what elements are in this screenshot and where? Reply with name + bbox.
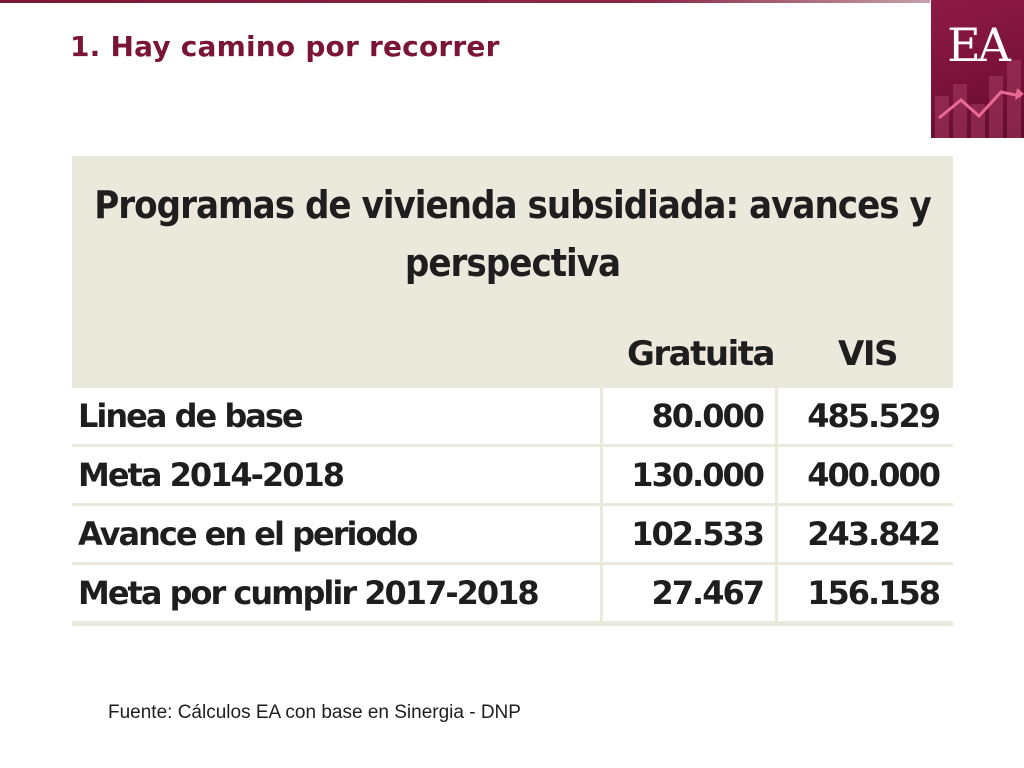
row-label: Meta 2014-2018 <box>72 447 600 503</box>
vis-value: 485.529 <box>778 388 953 444</box>
top-accent-rule <box>0 0 930 3</box>
table-row: Meta 2014-2018 130.000 400.000 <box>72 447 953 503</box>
gratuita-value: 80.000 <box>603 388 775 444</box>
table-row: Linea de base 80.000 485.529 <box>72 388 953 444</box>
gratuita-value: 102.533 <box>603 506 775 562</box>
vis-value: 156.158 <box>778 565 953 621</box>
rising-trend-line-icon <box>935 60 1024 138</box>
table-title: Programas de vivienda subsidiada: avance… <box>72 176 953 292</box>
row-label: Meta por cumplir 2017-2018 <box>72 565 600 621</box>
row-label: Avance en el periodo <box>72 506 600 562</box>
slide-title: 1. Hay camino por recorrer <box>70 30 500 63</box>
vis-value: 400.000 <box>778 447 953 503</box>
vis-value: 243.842 <box>778 506 953 562</box>
table-title-line2: perspectiva <box>404 241 621 285</box>
table-row: Meta por cumplir 2017-2018 27.467 156.15… <box>72 565 953 621</box>
table-row: Avance en el periodo 102.533 243.842 <box>72 506 953 562</box>
gratuita-value: 130.000 <box>603 447 775 503</box>
gratuita-value: 27.467 <box>603 565 775 621</box>
row-label: Linea de base <box>72 388 600 444</box>
ea-logo: EA <box>931 0 1024 138</box>
housing-programs-table: Programas de vivienda subsidiada: avance… <box>72 156 953 626</box>
column-header-vis: VIS <box>838 334 898 374</box>
source-note: Fuente: Cálculos EA con base en Sinergia… <box>108 702 521 723</box>
column-header-gratuita: Gratuita <box>627 334 775 374</box>
table-body: Linea de base 80.000 485.529 Meta 2014-2… <box>72 388 953 624</box>
table-title-line1: Programas de vivienda subsidiada: avance… <box>94 183 932 227</box>
logo-text: EA <box>947 18 1011 72</box>
